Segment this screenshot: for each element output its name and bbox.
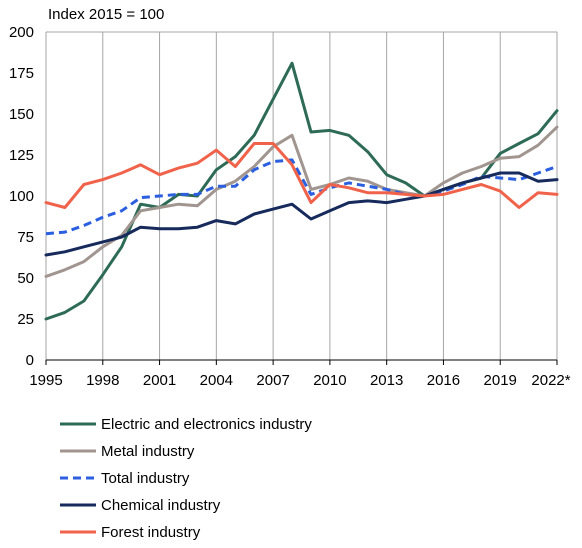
- y-tick-label: 150: [9, 106, 34, 123]
- legend-label: Metal industry: [101, 443, 195, 460]
- legend-item: Forest industry: [60, 524, 201, 541]
- x-tick-label: 2007: [256, 372, 289, 389]
- legend-item: Electric and electronics industry: [60, 416, 312, 433]
- legend-item: Total industry: [60, 470, 190, 487]
- y-tick-label: 25: [17, 311, 34, 328]
- y-tick-label: 200: [9, 24, 34, 41]
- chart-subtitle: Index 2015 = 100: [48, 6, 164, 23]
- axes: [45, 31, 558, 365]
- legend-label: Total industry: [101, 470, 190, 487]
- x-tick-label: 2001: [143, 372, 176, 389]
- series-line-electric-and-electronics-industry: [44, 61, 559, 321]
- y-tick-label: 125: [9, 147, 34, 164]
- x-tick-label: 1998: [86, 372, 119, 389]
- x-tick-label: 2019: [484, 372, 517, 389]
- series-line-chemical-industry: [44, 171, 559, 257]
- x-tick-label: 2013: [370, 372, 403, 389]
- y-axis-tick-labels: 0 25 50 75 100 125 150 175 200: [9, 24, 34, 369]
- legend-label: Electric and electronics industry: [101, 416, 312, 433]
- x-axis-tick-labels: 1995 1998 2001 2004 2007 2010 2013 2016 2019 2022…: [29, 372, 570, 389]
- y-tick-label: 50: [17, 270, 34, 287]
- x-tick-label: 2016: [427, 372, 460, 389]
- legend-item: Chemical industry: [60, 497, 221, 514]
- series-line-metal-industry: [44, 125, 559, 278]
- y-tick-label: 0: [26, 352, 34, 369]
- y-tick-label: 100: [9, 188, 34, 205]
- y-tick-label: 175: [9, 65, 34, 82]
- x-tick-label: 2010: [313, 372, 346, 389]
- series-lines: [44, 61, 559, 321]
- legend-label: Forest industry: [101, 524, 201, 541]
- x-tick-label: 2022*: [531, 372, 570, 389]
- series-line-forest-industry: [44, 142, 559, 209]
- legend-item: Metal industry: [60, 443, 195, 460]
- legend: Electric and electronics industry Metal i…: [60, 416, 312, 541]
- vertical-gridlines: [45, 32, 558, 360]
- x-tick-label: 1995: [29, 372, 62, 389]
- y-tick-label: 75: [17, 229, 34, 246]
- x-tick-label: 2004: [200, 372, 233, 389]
- legend-label: Chemical industry: [101, 497, 221, 514]
